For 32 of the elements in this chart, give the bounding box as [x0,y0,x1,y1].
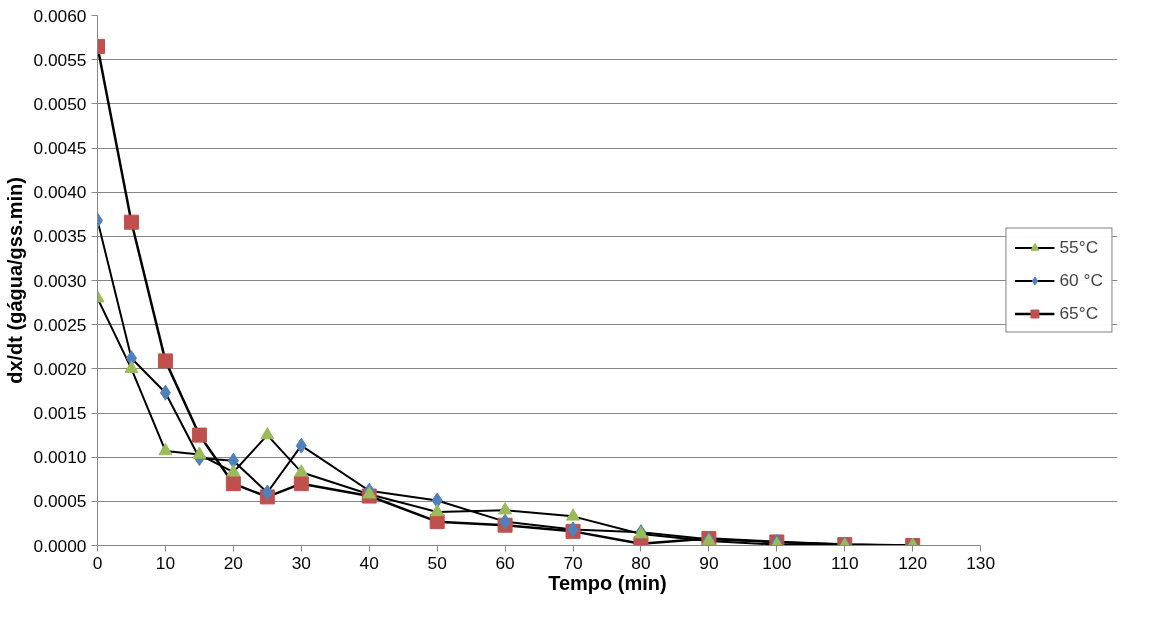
x-tick-label: 30 [291,552,311,573]
x-tick-label: 70 [563,552,583,573]
y-tick-label: 0.0030 [33,270,87,291]
x-tick-label: 90 [699,552,719,573]
x-tick-label: 120 [898,552,928,573]
x-tick-label: 0 [92,552,103,573]
legend-label: 55°C [1059,236,1099,258]
y-tick-label: 0.0000 [33,535,87,556]
y-tick-label: 0.0045 [33,138,87,158]
y-tick-label: 0.0035 [33,226,87,247]
y-tick-label: 0.0025 [33,314,87,335]
y-tick-label: 0.0060 [33,5,87,26]
x-tick-label: 80 [631,552,651,573]
y-axis-title: dx/dt (gágua/gss.min) [3,177,26,384]
y-tick-label: 0.0020 [33,358,87,379]
x-tick-label: 40 [359,552,379,573]
y-tick-label: 0.0005 [33,491,87,512]
y-tick-label: 0.0010 [33,447,87,468]
y-tick-label: 0.0055 [33,49,87,70]
x-tick-label: 50 [427,552,447,573]
y-tick-label: 0.0015 [33,403,87,423]
legend-label: 65°C [1059,302,1099,324]
x-axis-title: Tempo (min) [548,571,667,594]
x-tick-label: 10 [155,552,176,573]
y-tick-label: 0.0040 [33,182,87,203]
x-tick-label: 20 [223,552,244,573]
x-tick-label: 110 [830,552,859,573]
x-tick-label: 100 [762,552,792,573]
legend-label: 60 °C [1059,269,1103,291]
y-tick-label: 0.0050 [33,93,87,114]
x-tick-label: 130 [966,552,996,573]
x-tick-label: 60 [495,552,515,573]
